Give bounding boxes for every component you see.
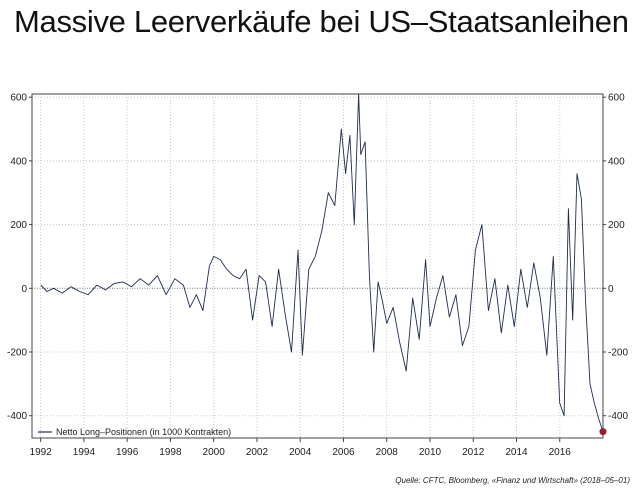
legend: Netto Long–Positionen (in 1000 Kontrakte… [38, 427, 231, 437]
x-tick-label: 2000 [203, 447, 226, 458]
y-tick-label-right: -200 [608, 348, 628, 359]
x-tick-label: 2004 [289, 447, 312, 458]
y-tick-label-right: 600 [608, 93, 625, 104]
x-tick-label: 1994 [73, 447, 96, 458]
grid [32, 94, 603, 438]
axes: -400 -400 -200 -200 0 0 200 200 400 400 600 600 1992… [7, 93, 628, 458]
y-tick-label-left: 0 [21, 284, 27, 295]
series-line [40, 93, 604, 432]
y-tick-label-left: 400 [10, 156, 27, 167]
y-tick-label-left: 200 [10, 220, 27, 231]
x-tick-label: 1992 [30, 447, 53, 458]
y-tick-label-right: -400 [608, 411, 628, 422]
series-layer [40, 93, 607, 436]
x-tick-label: 2002 [246, 447, 269, 458]
endpoint-marker [599, 428, 607, 436]
x-tick-label: 2008 [376, 447, 399, 458]
y-tick-label-right: 200 [608, 220, 625, 231]
x-tick-label: 2014 [505, 447, 528, 458]
x-tick-label: 1998 [159, 447, 182, 458]
x-tick-label: 2012 [462, 447, 485, 458]
x-tick-label: 2006 [332, 447, 355, 458]
x-tick-label: 1996 [116, 447, 139, 458]
y-tick-label-right: 0 [608, 284, 614, 295]
y-tick-label-right: 400 [608, 156, 625, 167]
x-tick-label: 2010 [419, 447, 442, 458]
source-note: Quelle: CFTC, Bloomberg, «Finanz und Wir… [395, 476, 630, 485]
y-tick-label-left: 600 [10, 93, 27, 104]
x-tick-label: 2016 [549, 447, 572, 458]
chart-title: Massive Leerverkäufe bei US–Staatsanleih… [14, 4, 629, 39]
legend-label: Netto Long–Positionen (in 1000 Kontrakte… [56, 427, 231, 437]
plot-frame [31, 93, 604, 439]
y-tick-label-left: -400 [7, 411, 27, 422]
y-tick-label-left: -200 [7, 348, 27, 359]
